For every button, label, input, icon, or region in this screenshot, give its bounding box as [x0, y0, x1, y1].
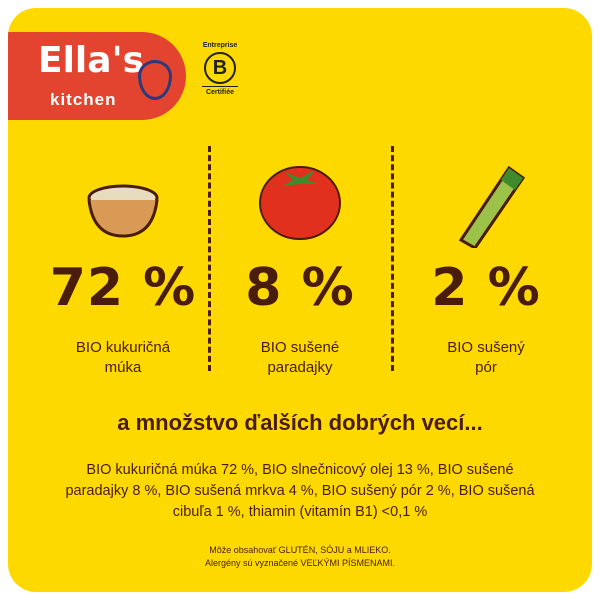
flour-bowl-icon [38, 148, 208, 248]
percent: 2 % [431, 258, 541, 318]
label-line2: múka [104, 359, 142, 376]
ellas-kitchen-logo: Ella's kitchen [8, 32, 186, 120]
percent: 72 % [49, 258, 197, 318]
allergen-line2: Alergény sú vyznačené VEĽKÝMI PÍSMENAMI. [204, 558, 396, 568]
tomato-icon [215, 148, 385, 248]
b-icon: B [204, 52, 236, 84]
percent: 8 % [245, 258, 355, 318]
dashed-divider [208, 146, 211, 371]
product-card: Ella's kitchen Entreprise B Certifiée 72… [8, 8, 592, 592]
ingredient-leek: 2 % BIO sušený pór [401, 148, 571, 378]
logo-text: Ella's [38, 40, 145, 81]
logo-subtext: kitchen [50, 90, 117, 109]
label-line1: BIO sušený [447, 339, 525, 356]
cert-top: Entreprise [202, 42, 238, 49]
allergen-line1: Môže obsahovať GLUTÉN, SÓJU a MLIEKO. [209, 545, 391, 555]
ingredient-tomatoes: 8 % BIO sušené paradajky [215, 148, 385, 378]
label-line2: pór [475, 359, 497, 376]
ingredient-corn-flour: 72 % BIO kukuričná múka [38, 148, 208, 378]
b-corp-badge: Entreprise B Certifiée [198, 42, 242, 96]
ingredient-list: BIO kukuričná múka 72 %, BIO slnečnicový… [65, 462, 535, 520]
label-line1: BIO kukuričná [75, 339, 171, 356]
dashed-divider [391, 146, 394, 371]
strawberry-icon [138, 60, 172, 100]
allergen-note: Môže obsahovať GLUTÉN, SÓJU a MLIEKO. Al… [8, 544, 592, 570]
leek-icon [401, 148, 571, 250]
headline: a množstvo ďalších dobrých vecí... [117, 410, 483, 435]
label-line2: paradajky [267, 359, 333, 376]
label-line1: BIO sušené [260, 339, 340, 356]
cert-bottom: Certifiée [205, 89, 234, 96]
